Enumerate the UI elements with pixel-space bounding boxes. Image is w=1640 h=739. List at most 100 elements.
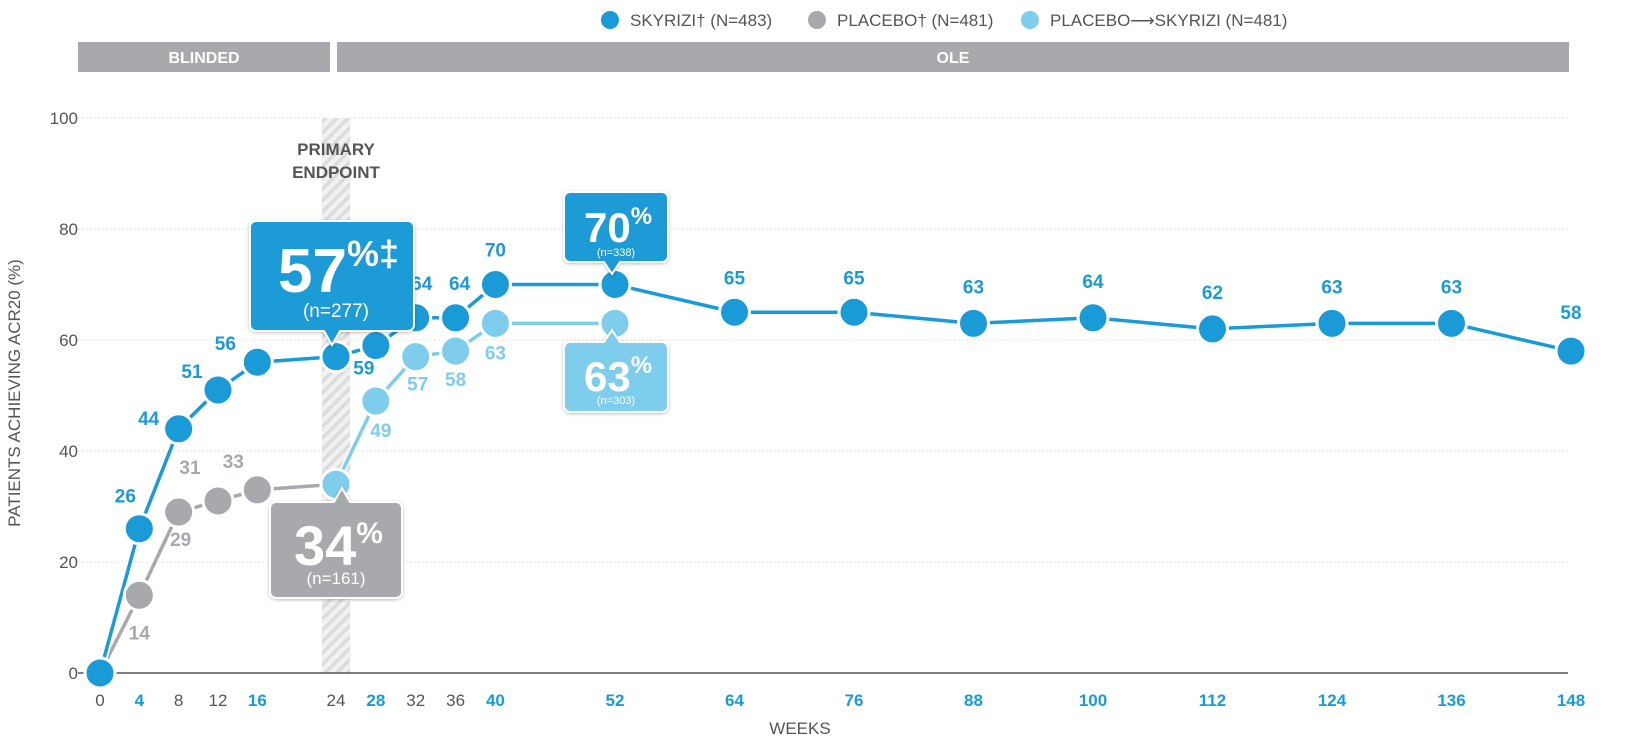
y-tick-label-60: 60: [59, 331, 78, 350]
legend-suffix-skyrizi: † (N=483): [696, 11, 772, 30]
point-switch-week-40: [478, 306, 512, 340]
legend-item-skyrizi: SKYRIZI† (N=483): [601, 11, 772, 30]
point-skyrizi-week-36: [439, 301, 473, 335]
y-axis: 0 20 40 60 80 100: [50, 109, 78, 683]
data-label-skyrizi-week-4: 26: [115, 487, 136, 508]
svg-text:PLACEBO⟶SKYRIZI (N=481): PLACEBO⟶SKYRIZI (N=481): [1050, 11, 1287, 30]
callout-placebo-week24-box: [269, 485, 403, 599]
x-tick-label-8: 8: [174, 691, 183, 710]
y-tick-label-100: 100: [50, 109, 78, 128]
x-tick-label-36: 36: [446, 691, 465, 710]
x-tick-label-28: 28: [366, 691, 385, 710]
y-tick-label-40: 40: [59, 442, 78, 461]
data-label-skyrizi-week-16: 56: [215, 334, 236, 355]
x-tick-label-100: 100: [1079, 691, 1107, 710]
x-axis-title: WEEKS: [769, 719, 830, 738]
callout-skyrizi-week24-n: (n=277): [303, 301, 369, 322]
phase-bar-blinded: [78, 42, 330, 72]
callout-switch-week52-value: 63: [584, 353, 631, 400]
data-label-placebo-week-16: 33: [223, 452, 244, 473]
data-label-skyrizi-week-32: 64: [411, 274, 433, 295]
data-label-skyrizi-week-36: 64: [449, 274, 471, 295]
data-label-skyrizi-week-76: 65: [843, 268, 865, 289]
x-tick-label-52: 52: [606, 691, 625, 710]
point-switch-week-32: [399, 340, 433, 374]
legend-suffix-placebo: † (N=481): [917, 11, 993, 30]
x-tick-label-124: 124: [1318, 691, 1347, 710]
phase-label-ole: OLE: [937, 50, 970, 67]
callout-placebo-week24-sup: %: [356, 517, 383, 550]
legend-marker-switch: [1021, 11, 1039, 29]
legend-marker-placebo: [808, 11, 826, 29]
data-label-skyrizi-week-40: 70: [485, 241, 506, 262]
point-skyrizi-week-16: [240, 345, 274, 379]
legend-item-switch: PLACEBO⟶SKYRIZI (N=481): [1021, 11, 1287, 30]
data-label-skyrizi-week-148: 58: [1560, 303, 1581, 324]
svg-text:PLACEBO† (N=481): PLACEBO† (N=481): [837, 11, 993, 30]
x-tick-label-76: 76: [845, 691, 864, 710]
x-tick-label-112: 112: [1199, 691, 1226, 710]
callout-skyrizi-week52-box: [563, 191, 669, 276]
point-skyrizi-week-148: [1554, 334, 1588, 368]
callout-skyrizi-week52: 70% (n=338): [563, 191, 669, 276]
callout-switch-week52-n: (n=303): [597, 395, 635, 407]
y-tick-label-0: 0: [69, 664, 78, 683]
point-skyrizi-week-88: [957, 306, 990, 340]
x-tick-label-32: 32: [406, 691, 425, 710]
primary-endpoint-annotation: PRIMARY ENDPOINT: [292, 140, 380, 182]
data-label-skyrizi-week-136: 63: [1441, 277, 1462, 298]
x-axis: 0 4 8 12 16 24 28 32 36 40 52 64 76 88 100 112 124 136 148: [95, 691, 1585, 710]
svg-text:70%: 70%: [584, 203, 652, 251]
callout-placebo-week24-value: 34: [294, 514, 356, 577]
callout-skyrizi-week24-value: 57: [278, 237, 347, 306]
x-tick-label-4: 4: [135, 691, 145, 710]
x-tick-label-64: 64: [725, 691, 744, 710]
point-skyrizi-week-124: [1315, 306, 1349, 340]
data-label-skyrizi-week-64: 65: [724, 268, 746, 289]
legend-suffix-switch: (N=481): [1221, 11, 1288, 30]
svg-text:57%‡: 57%‡: [278, 233, 399, 306]
x-tick-label-88: 88: [964, 691, 983, 710]
callout-skyrizi-week52-n: (n=338): [597, 247, 635, 259]
point-skyrizi-week-0: [83, 656, 117, 690]
x-tick-label-0: 0: [95, 691, 104, 710]
data-label-skyrizi-week-112: 62: [1202, 283, 1223, 304]
data-label-switch-week-32: 57: [407, 375, 428, 396]
legend-item-placebo: PLACEBO† (N=481): [808, 11, 993, 30]
callout-switch-week52-sup: %: [631, 352, 652, 379]
x-tick-label-40: 40: [486, 691, 505, 710]
point-switch-week-28: [359, 384, 393, 418]
data-label-switch-week-40: 63: [485, 343, 506, 364]
callout-placebo-week24-n: (n=161): [306, 569, 365, 588]
data-label-placebo-week-8: 29: [170, 530, 191, 551]
data-label-placebo-week-4: 14: [129, 623, 151, 644]
phase-bars: BLINDED OLE: [78, 42, 1569, 72]
phase-bar-ole: [337, 42, 1569, 72]
data-label-skyrizi-week-88: 63: [963, 277, 984, 298]
legend-label-placebo: PLACEBO: [837, 11, 917, 30]
legend-marker-skyrizi: [601, 11, 619, 29]
x-tick-label-16: 16: [248, 691, 267, 710]
point-skyrizi-week-64: [718, 295, 751, 329]
y-tick-label-80: 80: [59, 220, 78, 239]
point-skyrizi-week-136: [1435, 306, 1468, 340]
point-skyrizi-week-8: [162, 412, 196, 446]
x-tick-label-24: 24: [327, 691, 346, 710]
data-label-skyrizi-week-12: 51: [181, 362, 203, 383]
callout-skyrizi-week24: 57%‡ (n=277): [249, 220, 415, 348]
callout-placebo-week24: 34% (n=161): [269, 485, 403, 599]
x-tick-label-12: 12: [209, 691, 228, 710]
point-switch-week-36: [439, 334, 473, 368]
data-label-switch-week-36: 58: [445, 370, 466, 391]
data-label-skyrizi-week-124: 63: [1321, 277, 1342, 298]
legend-label-switch: PLACEBO⟶SKYRIZI: [1050, 11, 1221, 30]
data-label-skyrizi-week-8: 44: [138, 409, 160, 430]
point-skyrizi-week-4: [122, 512, 156, 546]
legend: SKYRIZI† (N=483) PLACEBO† (N=481) PLACEB…: [601, 11, 1287, 30]
svg-text:34%: 34%: [294, 514, 383, 577]
point-skyrizi-week-100: [1076, 301, 1110, 335]
phase-label-blinded: BLINDED: [168, 50, 239, 67]
point-skyrizi-week-112: [1196, 312, 1229, 346]
